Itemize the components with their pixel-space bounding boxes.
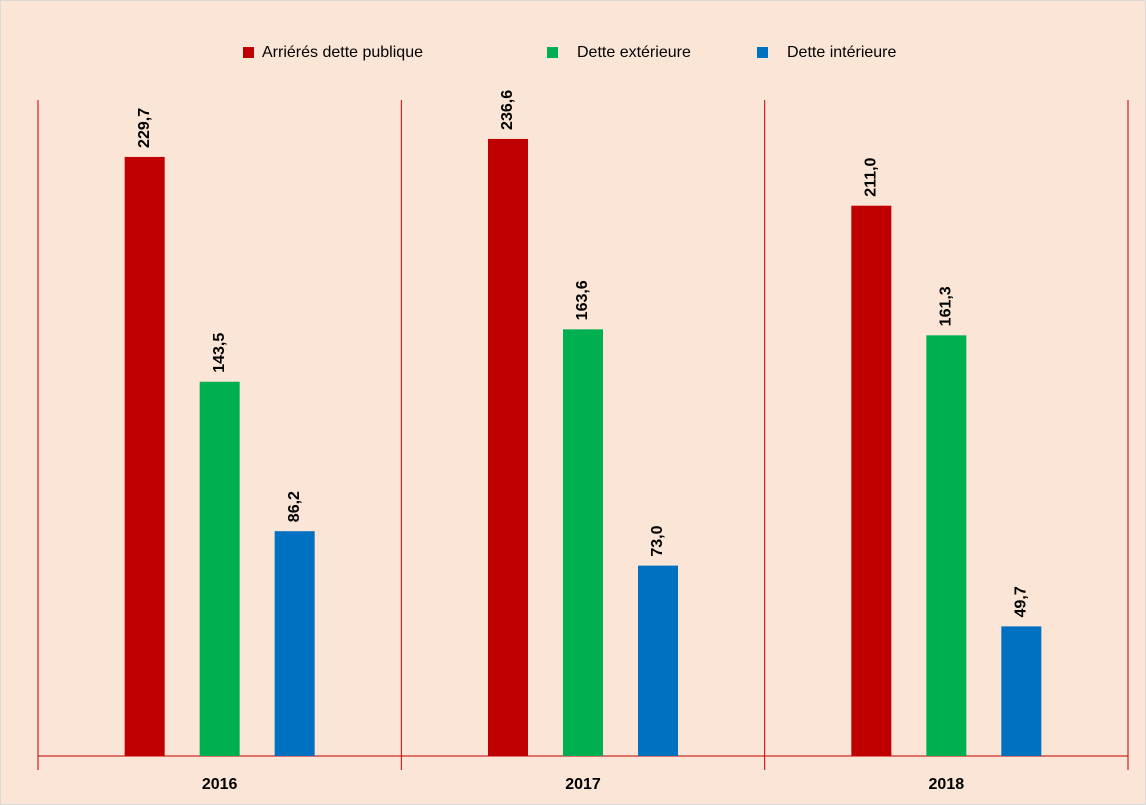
data-label: 163,6 (574, 280, 591, 320)
bar (851, 205, 892, 756)
x-tick-label: 2016 (202, 776, 238, 793)
bar (563, 329, 603, 756)
legend-swatch (757, 47, 768, 58)
x-tick-label: 2018 (929, 776, 965, 793)
bar (926, 335, 967, 756)
bar (1001, 626, 1042, 756)
legend-swatch (243, 47, 254, 58)
data-label: 161,3 (938, 286, 955, 326)
legend-label: Arriérés dette publique (262, 44, 423, 61)
data-label: 86,2 (286, 491, 303, 522)
data-label: 49,7 (1013, 586, 1030, 617)
bar (638, 565, 678, 756)
data-label: 236,6 (499, 90, 516, 130)
data-label: 229,7 (136, 108, 153, 148)
legend-label: Dette intérieure (787, 44, 896, 61)
bar (124, 156, 165, 757)
legend-label: Dette extérieure (577, 44, 691, 61)
legend-swatch (547, 47, 558, 58)
x-tick-label: 2017 (565, 776, 601, 793)
data-label: 73,0 (649, 525, 666, 556)
bar (488, 138, 528, 756)
data-label: 211,0 (863, 157, 880, 196)
data-label: 143,5 (211, 333, 228, 373)
bar (274, 531, 315, 756)
bar (199, 381, 240, 756)
